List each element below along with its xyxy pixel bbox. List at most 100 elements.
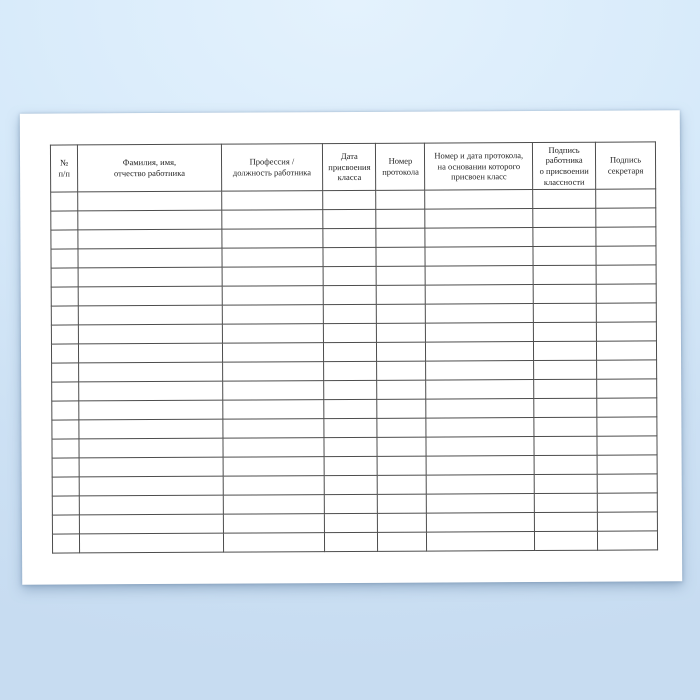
table-cell-empty (597, 492, 658, 513)
table-cell-empty (324, 494, 378, 514)
table-cell-empty (79, 438, 223, 458)
table-cell-empty (533, 284, 597, 304)
table-cell-empty (323, 323, 377, 343)
table-cell-empty (596, 245, 657, 266)
table-cell-empty (221, 285, 324, 306)
table-cell-empty (596, 264, 657, 285)
column-header-employee-signature: Подпись работника о присвоении классност… (532, 142, 596, 190)
table-cell-empty (221, 190, 323, 211)
table-cell-empty (78, 286, 222, 306)
table-cell-empty (596, 397, 657, 418)
table-cell-empty (376, 247, 426, 267)
table-cell-empty (323, 380, 378, 400)
table-cell-empty (425, 341, 534, 362)
table-cell-empty (51, 343, 79, 364)
table-cell-empty (221, 266, 324, 287)
table-cell-empty (595, 188, 656, 209)
table-cell-empty (221, 228, 324, 249)
table-cell-empty (376, 190, 426, 210)
table-cell-empty (50, 248, 79, 269)
table-cell-empty (596, 302, 657, 323)
table-cell-empty (425, 227, 534, 248)
table-cell-empty (533, 322, 597, 342)
table-cell-empty (223, 532, 325, 553)
table-cell-empty (222, 361, 324, 382)
table-cell-empty (78, 229, 222, 249)
table-cell-empty (596, 340, 657, 361)
table-cell-empty (324, 437, 378, 457)
table-cell-empty (77, 191, 222, 211)
table-cell-empty (221, 209, 324, 230)
table-cell-empty (426, 455, 535, 476)
table-cell-empty (376, 266, 426, 286)
table-cell-empty (597, 473, 658, 494)
table-cell-empty (534, 493, 598, 513)
table-cell-empty (534, 455, 598, 475)
table-cell-empty (596, 283, 657, 304)
table-cell-empty (51, 419, 80, 440)
table-cell-empty (533, 303, 597, 323)
table-cell-empty (425, 322, 534, 343)
table-cell-empty (323, 342, 378, 362)
table-cell-empty (79, 457, 223, 477)
table-cell-empty (534, 474, 598, 494)
table-cell-empty (596, 321, 657, 342)
table-cell-empty (597, 454, 658, 475)
table-cell-empty (376, 228, 426, 248)
table-cell-empty (51, 438, 80, 459)
table-cell-empty (376, 209, 426, 229)
table-cell-empty (79, 533, 224, 553)
table-cell-empty (52, 514, 80, 535)
table-cell-empty (78, 305, 222, 325)
table-cell-empty (51, 305, 79, 326)
table-cell-empty (426, 493, 535, 514)
table-cell-empty (377, 399, 427, 419)
table-cell-empty (376, 285, 426, 305)
table-cell-empty (323, 285, 377, 305)
table-cell-empty (425, 303, 534, 324)
table-cell-empty (426, 360, 534, 381)
journal-page: № п/п Фамилия, имя, отчество работника П… (19, 110, 683, 585)
table-cell-empty (79, 476, 223, 496)
column-header-secretary-signature: Подпись секретаря (595, 141, 656, 190)
table-cell-empty (324, 532, 379, 552)
table-cell-empty (425, 284, 534, 305)
table-row (52, 530, 658, 554)
column-header-protocol-number: Номер протокола (375, 143, 426, 191)
column-header-row-number: № п/п (50, 144, 78, 193)
table-cell-empty (52, 495, 80, 516)
table-cell-empty (222, 456, 325, 477)
table-cell-empty (377, 475, 427, 495)
table-cell-empty (533, 379, 597, 399)
table-cell-empty (426, 512, 535, 533)
table-cell-empty (534, 417, 598, 437)
table-cell-empty (376, 323, 426, 343)
table-cell-empty (377, 380, 427, 400)
table-cell-empty (222, 399, 325, 420)
table-cell-empty (222, 380, 324, 401)
table-cell-empty (323, 399, 378, 419)
table-cell-empty (534, 436, 598, 456)
table-cell-empty (426, 436, 535, 457)
table-cell-empty (377, 494, 427, 514)
table-cell-empty (377, 532, 428, 552)
table-cell-empty (51, 400, 80, 421)
table-cell-empty (324, 456, 378, 476)
table-cell-empty (377, 456, 427, 476)
table-cell-empty (534, 531, 598, 551)
table-cell-empty (221, 304, 324, 325)
table-cell-empty (596, 378, 657, 399)
table-cell-empty (323, 247, 377, 267)
table-cell-empty (426, 531, 535, 552)
table-cell-empty (51, 324, 79, 345)
table-cell-empty (222, 437, 325, 458)
table-cell-empty (323, 304, 377, 324)
table-cell-empty (597, 530, 658, 551)
table-cell-empty (222, 342, 324, 363)
table-cell-empty (52, 476, 80, 497)
column-header-profession: Профессия / должность работника (221, 143, 323, 192)
table-cell-empty (534, 512, 598, 532)
table-cell-empty (425, 189, 533, 210)
table-cell-empty (597, 435, 658, 456)
table-cell-empty (426, 379, 534, 400)
